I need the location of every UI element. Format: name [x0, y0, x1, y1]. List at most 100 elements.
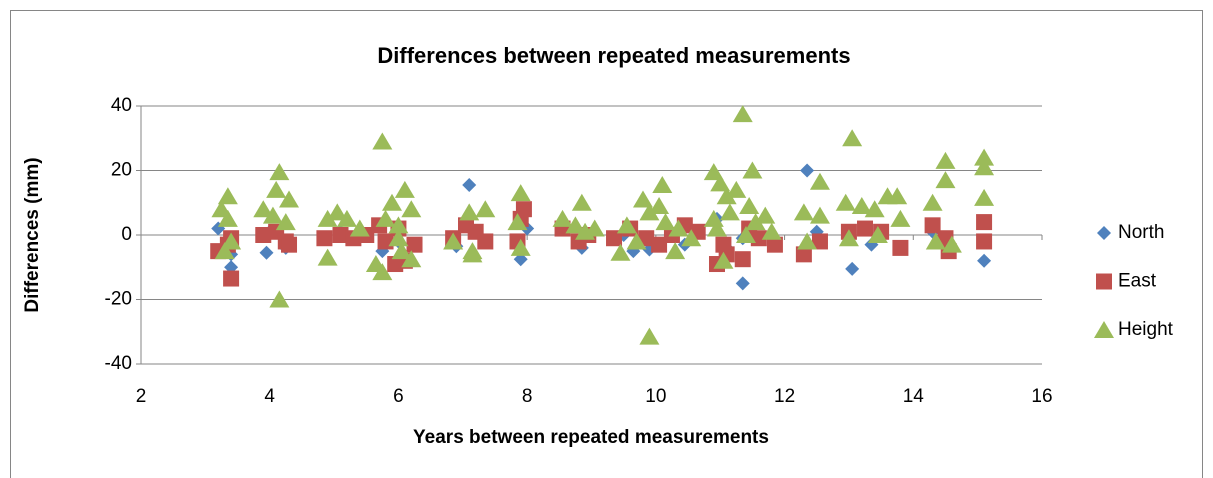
point — [766, 236, 783, 253]
y-axis-title: Differences (mm) — [22, 157, 43, 312]
point — [606, 230, 623, 247]
x-tick-label: 6 — [393, 386, 404, 407]
point — [976, 233, 993, 250]
legend-marker — [1097, 226, 1111, 240]
x-tick-label: 8 — [522, 386, 533, 407]
point — [745, 213, 766, 231]
point — [462, 245, 483, 263]
point — [616, 216, 637, 234]
point — [459, 203, 480, 221]
point — [974, 158, 995, 176]
x-tick-label: 10 — [645, 386, 666, 407]
y-tick-label: -20 — [105, 289, 132, 310]
point — [706, 219, 727, 237]
point — [974, 148, 995, 166]
point — [443, 232, 464, 250]
point — [217, 187, 238, 205]
legend-label: East — [1118, 271, 1157, 292]
point — [665, 242, 686, 260]
point — [715, 236, 732, 253]
point — [739, 196, 760, 214]
point — [941, 235, 962, 253]
point — [797, 232, 818, 250]
point — [735, 276, 750, 291]
point — [735, 226, 756, 243]
point — [406, 236, 423, 253]
point — [890, 209, 911, 227]
point — [716, 187, 737, 205]
point — [510, 184, 531, 202]
point — [639, 327, 660, 345]
legend-marker — [1096, 273, 1112, 290]
point — [253, 200, 274, 218]
point — [269, 163, 290, 181]
point — [336, 209, 357, 227]
point — [565, 216, 586, 234]
legend-marker — [1094, 321, 1114, 338]
point — [703, 163, 724, 181]
point — [838, 229, 859, 247]
x-axis-title: Years between repeated measurements — [413, 427, 769, 448]
point — [681, 229, 702, 247]
point — [391, 242, 412, 260]
point — [571, 193, 592, 211]
point — [462, 178, 477, 193]
y-tick-label: 40 — [111, 95, 132, 116]
point — [388, 216, 409, 234]
point — [713, 251, 734, 269]
point — [734, 251, 751, 268]
point — [977, 253, 992, 268]
point — [255, 227, 272, 243]
point — [259, 245, 274, 260]
point — [316, 230, 333, 247]
point — [626, 232, 647, 250]
point — [924, 217, 941, 234]
point — [401, 250, 422, 268]
point — [857, 220, 874, 237]
point — [800, 163, 815, 178]
x-tick-label: 4 — [264, 386, 275, 407]
point — [651, 236, 668, 253]
point — [976, 214, 993, 231]
point — [655, 213, 676, 231]
point — [217, 209, 238, 227]
point — [925, 232, 946, 250]
point — [394, 180, 415, 198]
point — [639, 203, 660, 221]
point — [842, 129, 863, 147]
point — [809, 172, 830, 190]
point — [935, 151, 956, 169]
point — [269, 290, 290, 308]
point — [726, 180, 747, 198]
point — [761, 222, 782, 240]
point — [275, 213, 296, 231]
point — [372, 132, 393, 150]
point — [610, 243, 631, 261]
x-tick-label: 12 — [774, 386, 795, 407]
point — [632, 190, 653, 208]
point — [477, 233, 494, 250]
point — [742, 161, 763, 179]
legend-label: North — [1118, 222, 1164, 243]
point — [279, 190, 300, 208]
point — [809, 206, 830, 224]
point — [892, 239, 909, 256]
y-tick-label: 20 — [111, 160, 132, 181]
point — [974, 188, 995, 206]
point — [317, 248, 338, 266]
point — [281, 236, 298, 253]
chart-title: Differences between repeated measurement… — [377, 43, 850, 68]
point — [365, 255, 386, 273]
point — [401, 200, 422, 218]
point — [475, 200, 496, 218]
point — [262, 206, 283, 224]
point — [867, 226, 888, 243]
point — [845, 261, 860, 276]
point — [266, 180, 287, 198]
x-tick-label: 2 — [136, 386, 147, 407]
point — [719, 203, 740, 221]
point — [811, 233, 828, 250]
x-tick-label: 14 — [903, 386, 925, 407]
point — [887, 187, 908, 205]
point — [710, 174, 731, 192]
